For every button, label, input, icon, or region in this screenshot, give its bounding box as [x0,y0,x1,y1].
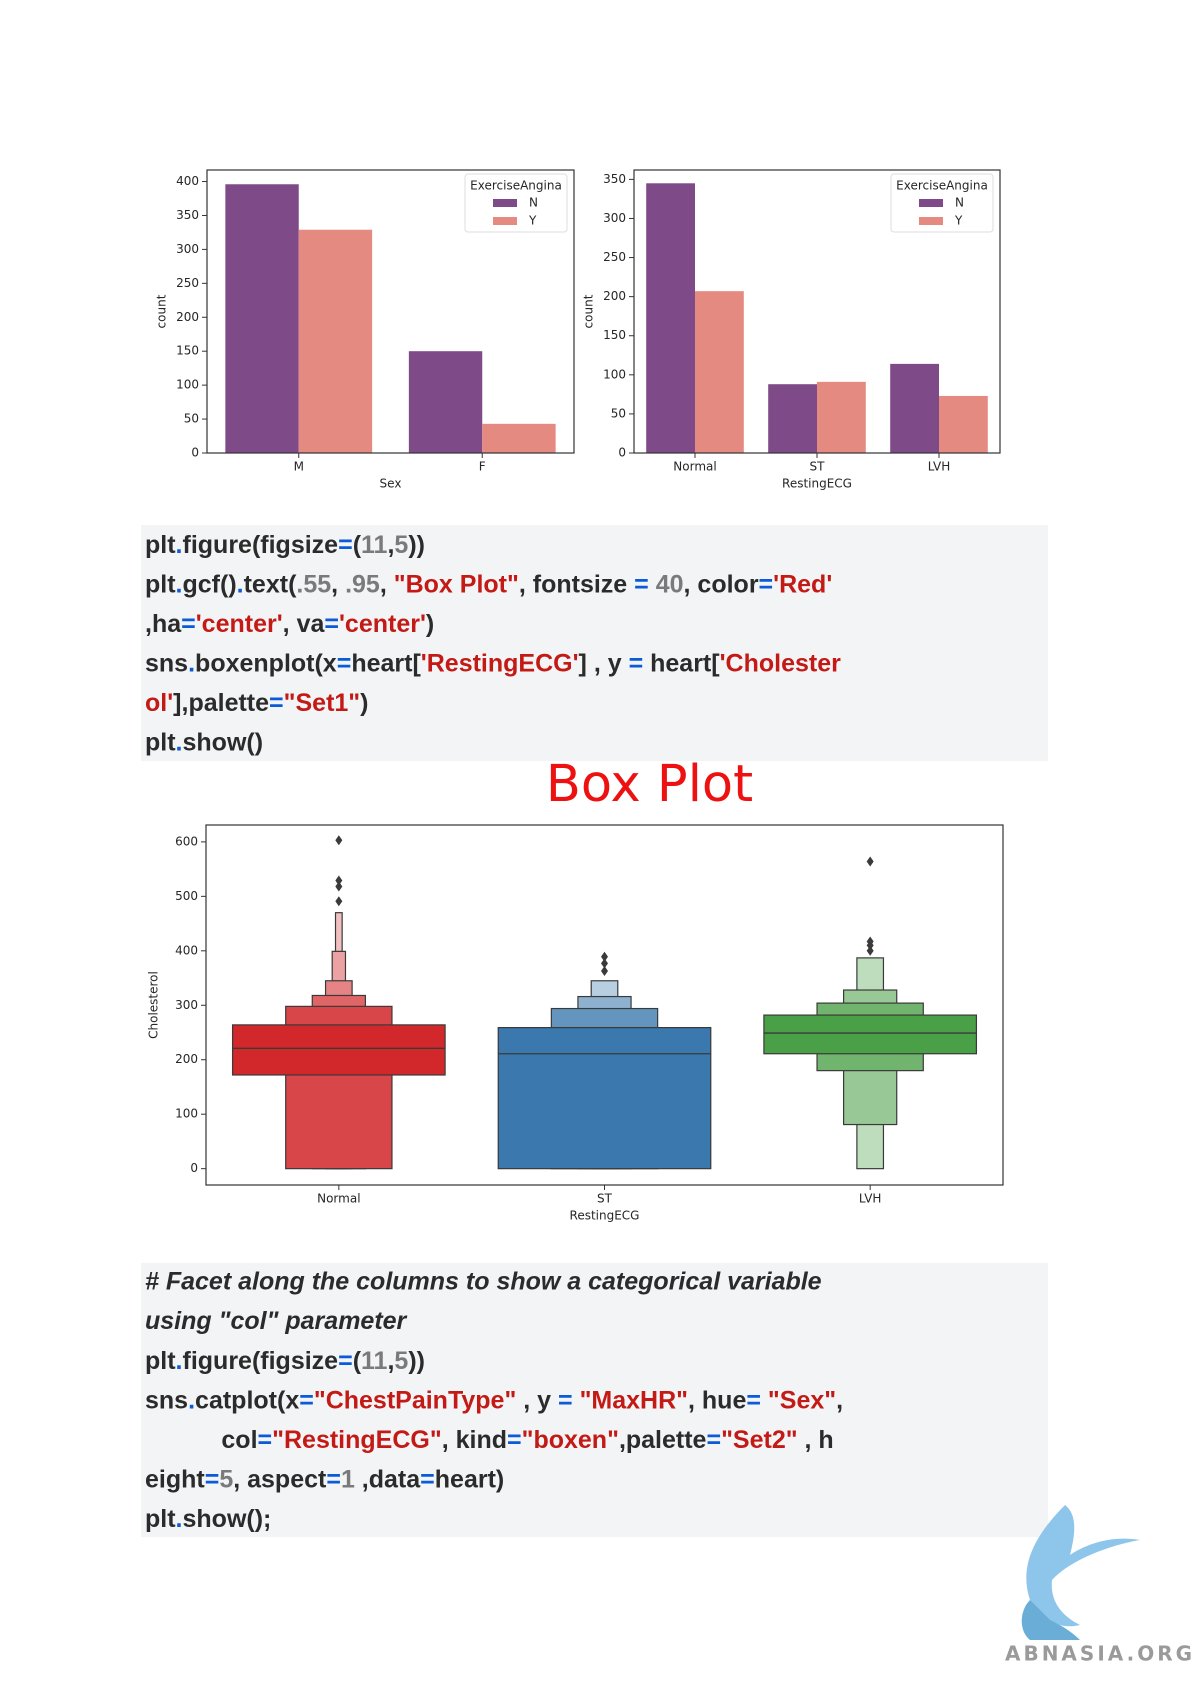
y-axis-label: count [155,294,169,328]
code-line: ,ha='center', va='center') [145,610,434,638]
code-line: eight=5, aspect=1 ,data=heart) [145,1465,504,1493]
bar [408,351,483,453]
code-comment: # Facet along the columns to show a cate… [145,1268,822,1296]
y-tick-label: 250 [176,276,199,290]
legend-label: Y [954,214,963,228]
y-tick-label: 600 [175,834,198,848]
x-tick-label: LVH [928,460,951,474]
boxen-level [497,1027,712,1170]
y-tick-label: 100 [603,367,626,381]
bar [225,184,299,453]
bar [298,229,373,453]
y-tick-label: 350 [176,208,199,222]
code-line: plt.show(); [145,1505,271,1533]
x-axis-label: Sex [380,477,402,491]
y-tick-label: 0 [618,446,626,460]
x-tick-label: F [479,460,486,474]
code-background [141,525,1048,761]
axes-frame [205,824,1004,1186]
outlier [335,881,343,892]
y-tick-label: 400 [175,943,198,957]
code-line: col="RestingECG", kind="boxen",palette="… [145,1426,834,1454]
y-tick-label: 300 [175,998,198,1012]
bar [890,363,939,453]
x-tick-label: LVH [859,1192,882,1206]
boxen-level [231,1024,446,1076]
y-axis-label: count [582,294,596,328]
y-tick-label: 500 [175,889,198,903]
legend-swatch [919,199,943,207]
code-line: plt.figure(figsize=(11,5)) [145,1347,425,1375]
outlier [866,945,874,956]
y-tick-label: 200 [603,289,626,303]
x-tick-label: ST [597,1192,613,1206]
watermark: ABNASIA.ORG [1005,1642,1191,1666]
legend-label: N [529,196,538,210]
y-tick-label: 0 [190,1161,198,1175]
axes-frame [206,169,575,454]
code-line: plt.gcf().text(.55, .95, "Box Plot", fon… [145,570,832,598]
outlier [335,835,343,846]
y-tick-label: 50 [611,406,626,420]
y-tick-label: 250 [603,250,626,264]
axes-frame [633,169,1001,454]
outlier [335,875,343,886]
y-tick-label: 0 [191,446,199,460]
x-axis-label: RestingECG [782,477,852,491]
legend-swatch [493,199,517,207]
y-axis-label: Cholesterol [147,971,161,1039]
code-line: sns.boxenplot(x=heart['RestingECG'] , y … [145,649,841,677]
legend-swatch [493,217,517,225]
y-tick-label: 200 [175,1052,198,1066]
y-tick-label: 100 [175,1107,198,1121]
y-tick-label: 300 [176,242,199,256]
legend-title: ExerciseAngina [896,179,988,193]
legend-label: N [955,196,964,210]
bar [768,384,817,453]
code-background [141,1263,1048,1537]
code-line: sns.catplot(x="ChestPainType" , y = "Max… [145,1386,843,1414]
y-tick-label: 300 [603,211,626,225]
y-tick-label: 200 [176,310,199,324]
y-tick-label: 150 [603,328,626,342]
outlier [601,965,608,976]
bar [482,423,556,453]
outlier [601,951,608,962]
x-tick-label: Normal [317,1192,360,1206]
x-axis-label: RestingECG [570,1209,640,1223]
y-tick-label: 150 [176,344,199,358]
bar [817,381,866,453]
chart-title: Box Plot [546,755,753,814]
boxen-level [763,1014,978,1055]
x-tick-label: Normal [673,460,716,474]
logo [1021,1505,1140,1640]
outlier [866,936,874,947]
y-tick-label: 400 [176,174,199,188]
code-line: ol'],palette="Set1") [145,689,368,717]
legend-label: Y [528,214,537,228]
outlier [335,896,343,907]
x-tick-label: ST [810,460,826,474]
bar [646,183,695,454]
y-tick-label: 50 [184,412,199,426]
y-tick-label: 350 [603,172,626,186]
x-tick-label: M [294,460,304,474]
bar [939,395,988,453]
code-comment: using "col" parameter [145,1307,408,1335]
outlier [601,958,608,969]
bar [695,291,744,453]
y-tick-label: 100 [176,378,199,392]
legend-title: ExerciseAngina [470,179,562,193]
code-line: plt.figure(figsize=(11,5)) [145,531,425,559]
outlier [866,856,874,867]
code-line: plt.show() [145,728,263,756]
legend-swatch [919,217,943,225]
